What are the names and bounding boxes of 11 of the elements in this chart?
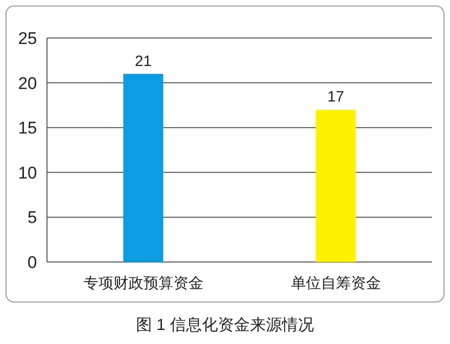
caption: 图 1 信息化资金来源情况 [136,316,314,334]
y-tick-label: 25 [18,29,37,48]
y-tick-label: 15 [18,118,37,138]
y-tick-label: 20 [18,74,37,93]
data-label: 21 [134,52,152,70]
y-tick-label: 0 [28,253,37,272]
y-tick-label: 10 [18,163,37,182]
x-tick-label: 专项财政预算资金 [83,275,204,292]
y-tick-label: 5 [28,208,37,228]
data-label: 17 [327,88,344,106]
x-tick-label: 单位自筹资金 [290,275,381,292]
